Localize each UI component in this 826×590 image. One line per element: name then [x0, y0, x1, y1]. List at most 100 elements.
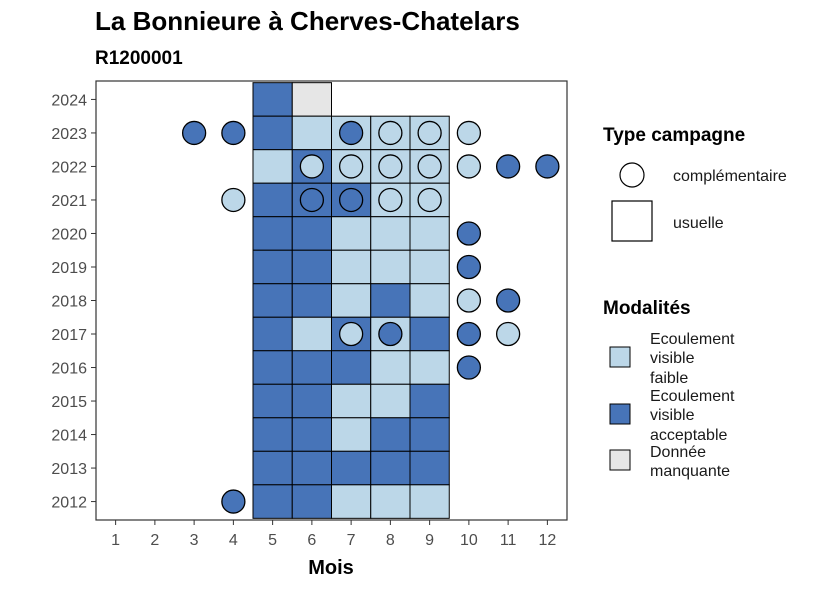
y-tick-label: 2024 — [51, 92, 87, 109]
legend-circle-symbol — [619, 162, 645, 188]
heatmap-tile — [252, 149, 293, 184]
campaign-point — [417, 120, 442, 146]
heatmap-tile — [370, 417, 411, 452]
heatmap-tile — [331, 450, 372, 486]
heatmap-tile — [291, 350, 332, 385]
heatmap-tile — [331, 484, 372, 519]
heatmap-tile — [370, 383, 411, 419]
heatmap-tile — [252, 82, 293, 117]
heatmap-tile — [409, 383, 450, 419]
campaign-point — [181, 120, 207, 146]
x-axis: 1 2 3 4 5 6 7 8 9 10 11 12 — [111, 520, 556, 549]
legend-label-acceptable-line-3: acceptable — [650, 427, 727, 444]
campaign-point — [495, 321, 521, 347]
y-tick-label: 2017 — [51, 327, 87, 344]
campaign-point — [338, 321, 364, 347]
heatmap-tile — [331, 216, 372, 251]
heatmap-tile — [409, 216, 450, 251]
heatmap-tile — [370, 216, 411, 251]
campaign-point — [456, 254, 482, 280]
heatmap-tile — [252, 283, 293, 318]
heatmap-tile — [409, 350, 450, 385]
y-tick-label: 2015 — [51, 394, 87, 411]
heatmap-tile — [252, 450, 293, 486]
heatmap-tile — [409, 417, 450, 452]
campaign-point — [299, 187, 325, 213]
campaign-point — [221, 187, 246, 213]
legend-label-manquante-line-2: manquante — [650, 463, 730, 480]
x-tick-label: 3 — [190, 532, 199, 549]
campaign-point — [338, 187, 364, 213]
campaign-point — [495, 154, 521, 179]
campaign-point — [456, 154, 482, 179]
legend-label-acceptable-line-1: Ecoulement — [650, 388, 735, 405]
y-tick-label: 2018 — [51, 294, 87, 311]
campaign-point — [456, 221, 482, 246]
legend-swatch-manquante — [609, 449, 631, 471]
heatmap-tile — [331, 383, 372, 419]
heatmap-tile — [370, 249, 411, 285]
legend-label-faible-line-1: Ecoulement — [650, 331, 735, 348]
heatmap-tile — [409, 249, 450, 285]
campaign-point — [535, 154, 560, 179]
x-tick-label: 10 — [460, 532, 478, 549]
y-tick-label: 2021 — [51, 193, 87, 210]
heatmap-tile — [331, 417, 372, 452]
heatmap-tile — [291, 283, 332, 318]
campaign-point — [456, 288, 482, 313]
heatmap-tile — [331, 350, 372, 385]
y-tick-label: 2013 — [51, 461, 87, 478]
campaign-point — [221, 489, 246, 514]
legend-label-acceptable-line-2: visible — [650, 407, 695, 424]
x-tick-label: 8 — [386, 532, 395, 549]
x-tick-label: 2 — [150, 532, 159, 549]
heatmap-tile — [291, 316, 332, 352]
legend-square-symbol — [611, 200, 653, 242]
campaign-point — [378, 187, 403, 213]
heatmap-tile — [409, 484, 450, 519]
heatmap-tile — [291, 216, 332, 251]
legend-modalites-title: Modalités — [603, 298, 691, 319]
campaign-point — [338, 120, 364, 146]
y-tick-label: 2019 — [51, 260, 87, 277]
legend-swatch-acceptable — [609, 403, 631, 425]
x-tick-label: 5 — [268, 532, 277, 549]
campaign-point — [456, 120, 482, 146]
y-tick-label: 2020 — [51, 226, 87, 243]
campaign-point — [338, 154, 364, 179]
campaign-point — [221, 120, 246, 146]
campaign-point — [417, 154, 442, 179]
campaign-point — [417, 187, 442, 213]
chart-subtitle: R1200001 — [95, 48, 183, 69]
y-tick-label: 2012 — [51, 495, 87, 512]
legend-swatch-faible — [609, 346, 631, 368]
x-tick-label: 7 — [347, 532, 356, 549]
x-axis-title: Mois — [308, 557, 354, 579]
heatmap-tile — [252, 383, 293, 419]
legend-label-faible-line-2: visible — [650, 350, 695, 367]
heatmap-tile — [252, 216, 293, 251]
campaign-point — [456, 321, 482, 347]
heatmap-tile — [291, 484, 332, 519]
points-layer — [181, 120, 560, 514]
heatmap-tile — [291, 82, 332, 117]
heatmap-tile — [252, 484, 293, 519]
x-tick-label: 1 — [111, 532, 120, 549]
heatmap-tile — [409, 283, 450, 318]
y-tick-label: 2014 — [51, 428, 87, 445]
x-tick-label: 9 — [425, 532, 434, 549]
heatmap-tile — [252, 249, 293, 285]
legend-type-label-complementaire: complémentaire — [673, 168, 787, 185]
campaign-point — [378, 154, 403, 179]
campaign-point — [456, 355, 482, 380]
heatmap-tile — [370, 484, 411, 519]
y-tick-label: 2016 — [51, 361, 87, 378]
legend-label-manquante-line-1: Donnée — [650, 444, 706, 461]
heatmap-tile — [409, 450, 450, 486]
tiles-layer — [252, 82, 450, 519]
heatmap-tile — [291, 249, 332, 285]
heatmap-tile — [291, 417, 332, 452]
x-tick-label: 11 — [500, 532, 517, 549]
heatmap-tile — [409, 316, 450, 352]
